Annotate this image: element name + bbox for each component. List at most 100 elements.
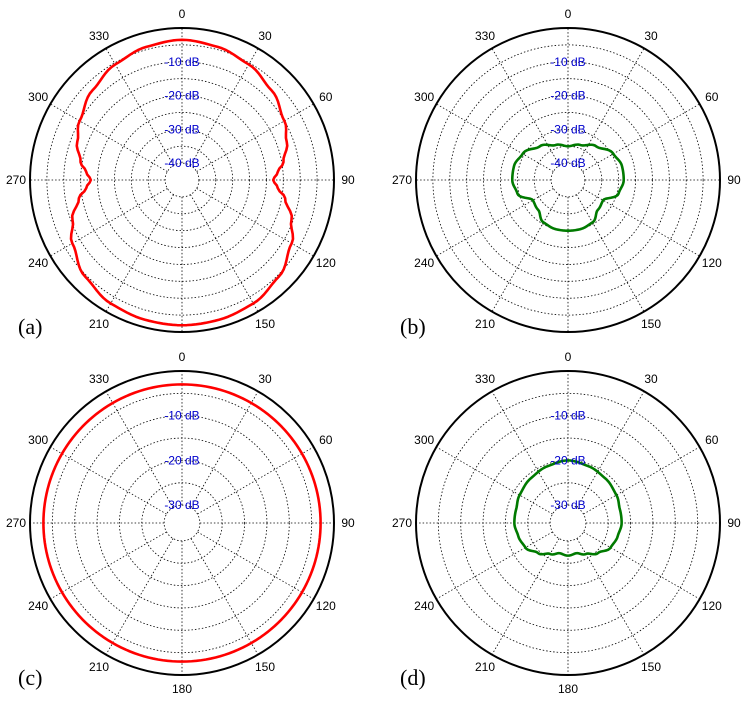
- angle-tick-label: 150: [255, 317, 275, 331]
- angle-tick-label: 240: [414, 256, 434, 270]
- grid-spoke: [50, 103, 168, 172]
- grid-spoke: [50, 531, 167, 600]
- angle-tick-label: 330: [89, 372, 109, 386]
- angle-tick-label: 30: [644, 372, 658, 386]
- angle-tick-label: 300: [414, 433, 434, 447]
- grid-spoke: [190, 391, 259, 508]
- angle-tick-label: 210: [89, 317, 109, 331]
- angle-tick-label: 330: [475, 29, 495, 43]
- angle-tick-label: 180: [172, 682, 192, 696]
- grid-spoke: [491, 391, 560, 508]
- angle-tick-label: 210: [475, 660, 495, 674]
- outer-circle: [415, 27, 721, 333]
- grid-ring: [63, 61, 301, 299]
- radial-db-label: -30 dB: [164, 498, 199, 512]
- grid-spoke: [190, 538, 259, 655]
- grid-ring: [80, 78, 284, 282]
- grid-spoke: [105, 538, 174, 655]
- angle-tick-label: 90: [727, 173, 741, 187]
- grid-ring: [130, 128, 234, 232]
- grid-ring: [147, 145, 217, 215]
- angle-tick-label: 120: [702, 256, 722, 270]
- grid-spoke: [582, 188, 700, 257]
- grid-ring: [437, 392, 699, 654]
- angle-tick-label: 60: [705, 433, 719, 447]
- angle-tick-label: 210: [475, 317, 495, 331]
- outer-circle: [415, 370, 721, 676]
- outer-circle: [29, 370, 335, 676]
- angle-tick-label: 120: [702, 599, 722, 613]
- angle-tick-label: 150: [641, 317, 661, 331]
- radial-db-label: -30 dB: [550, 122, 585, 136]
- angle-tick-label: 90: [341, 516, 355, 530]
- grid-spoke: [436, 103, 554, 172]
- angle-tick-label: 0: [565, 7, 572, 21]
- angle-tick-label: 210: [89, 660, 109, 674]
- panel-label-c: (c): [18, 665, 42, 690]
- grid-ring: [119, 460, 245, 586]
- grid-ring: [51, 392, 313, 654]
- angle-tick-label: 30: [258, 29, 272, 43]
- angle-tick-label: 0: [565, 350, 572, 364]
- panel-label-d: (d): [400, 665, 426, 690]
- panel-label-b: (b): [400, 314, 426, 339]
- series-trace: [42, 383, 322, 663]
- grid-ring: [516, 128, 620, 232]
- grid-ring: [163, 504, 201, 542]
- angle-tick-label: 60: [319, 90, 333, 104]
- radial-db-label: -40 dB: [550, 156, 585, 170]
- radial-db-label: -40 dB: [164, 156, 199, 170]
- angle-tick-label: 300: [414, 90, 434, 104]
- grid-spoke: [105, 48, 174, 166]
- grid-spoke: [491, 538, 560, 655]
- panel-a: (a) 0 30 60 90 120 150 210 240 270 300 330 -10 dB -2…: [6, 7, 355, 339]
- grid-spoke: [436, 446, 553, 515]
- grid-spoke: [190, 48, 259, 166]
- radial-db-label: -10 dB: [164, 409, 199, 423]
- grid-spoke: [196, 188, 314, 257]
- angle-tick-label: 30: [644, 29, 658, 43]
- angle-tick-label: 120: [316, 599, 336, 613]
- grid-spoke: [576, 48, 645, 166]
- series-trace: [513, 459, 623, 557]
- angle-tick-label: 90: [727, 516, 741, 530]
- radial-db-label: -10 dB: [550, 409, 585, 423]
- grid-spoke: [196, 103, 314, 172]
- grid-spoke: [576, 194, 645, 312]
- grid-ring: [415, 27, 721, 333]
- angle-tick-label: 60: [705, 90, 719, 104]
- grid-spoke: [436, 188, 554, 257]
- radial-db-label: -20 dB: [164, 89, 199, 103]
- angle-tick-label: 90: [341, 173, 355, 187]
- grid-spoke: [583, 531, 700, 600]
- angle-tick-label: 300: [28, 433, 48, 447]
- angle-tick-label: 150: [255, 660, 275, 674]
- grid-ring: [74, 415, 290, 631]
- angle-tick-label: 180: [558, 682, 578, 696]
- angle-tick-label: 300: [28, 90, 48, 104]
- outer-circle: [29, 27, 335, 333]
- grid-spoke: [197, 446, 314, 515]
- angle-tick-label: 60: [319, 433, 333, 447]
- grid-ring: [449, 61, 687, 299]
- grid-ring: [460, 415, 676, 631]
- radial-db-label: -20 dB: [550, 89, 585, 103]
- panel-d: (d) 0 30 60 90 120 150 180 210 240 270 300 330 -10 d…: [392, 350, 741, 696]
- angle-tick-label: 0: [179, 350, 186, 364]
- series-trace: [69, 38, 295, 327]
- grid-spoke: [105, 391, 174, 508]
- grid-spoke: [105, 194, 174, 312]
- angle-tick-label: 0: [179, 7, 186, 21]
- radial-db-label: -20 dB: [164, 453, 199, 467]
- angle-tick-label: 270: [392, 173, 412, 187]
- series-trace: [510, 143, 626, 232]
- angle-tick-label: 330: [475, 372, 495, 386]
- angle-tick-label: 270: [6, 516, 26, 530]
- grid-ring: [141, 482, 223, 564]
- grid-ring: [432, 44, 704, 316]
- grid-spoke: [576, 391, 645, 508]
- angle-tick-label: 240: [414, 599, 434, 613]
- grid-spoke: [50, 188, 168, 257]
- grid-ring: [46, 44, 318, 316]
